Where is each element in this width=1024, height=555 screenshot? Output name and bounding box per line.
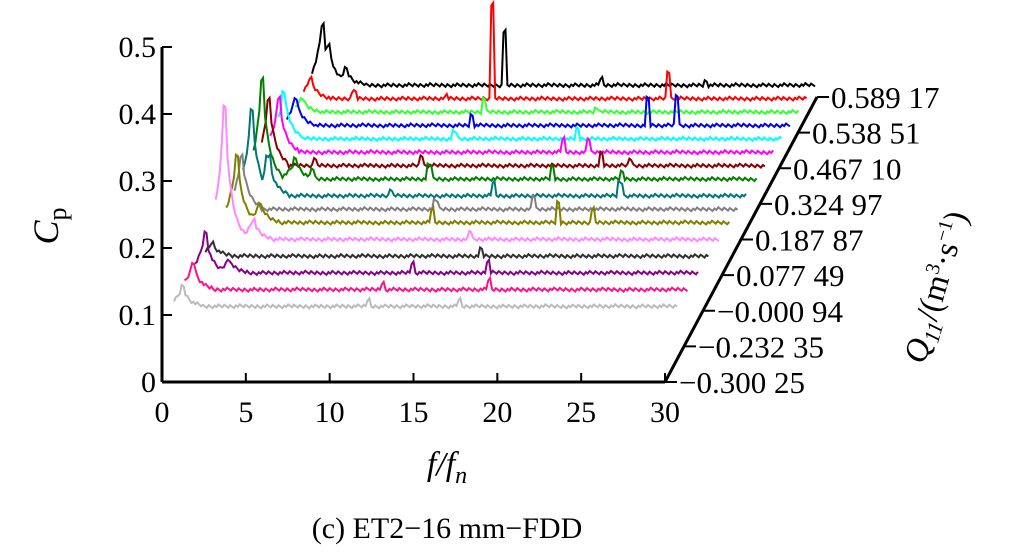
z-axis-label: Q11/(m3·s−1): [897, 207, 979, 368]
z-tick-label: 0.467 10: [793, 151, 902, 186]
z-tick-labels: −0.300 25−0.232 35−0.000 940.077 490.187…: [665, 80, 940, 400]
z-tick-label: 0.324 97: [774, 187, 883, 222]
spectrum-trace: [204, 239, 710, 260]
z-tick-label: 0.538 51: [812, 116, 921, 151]
z-tick-label: 0.187 87: [755, 223, 864, 258]
spectrum-trace: [277, 89, 783, 143]
spectrum-trace: [295, 96, 800, 116]
x-tick-label: 10: [315, 396, 345, 429]
y-ticks: 0 0.1 0.2 0.3 0.4 0.5: [119, 31, 172, 399]
z-tick-label: 0.077 49: [736, 258, 845, 293]
spectrum-trace: [194, 229, 699, 277]
z-tick-label: −0.232 35: [698, 329, 824, 364]
y-tick-label: 0.4: [119, 98, 157, 131]
spectrum-trace: [311, 20, 816, 90]
x-tick-label: 5: [238, 396, 253, 429]
spectrum-trace: [233, 152, 739, 213]
spectrum-trace: [183, 261, 689, 294]
z-tick-label: −0.300 25: [679, 365, 805, 400]
y-tick-label: 0.5: [119, 31, 157, 64]
spectrum-trace: [225, 152, 731, 227]
spectrum-trace: [302, 0, 808, 103]
x-axis-label: f/fn: [427, 446, 467, 489]
x-axis-label-sub: n: [455, 463, 467, 489]
spectrum-trace: [269, 94, 774, 156]
x-tick-label: 15: [399, 396, 429, 429]
y-tick-label: 0.1: [119, 299, 157, 332]
y-tick-label: 0.3: [119, 165, 157, 198]
spectrum-trace: [242, 107, 747, 200]
x-tick-label: 25: [566, 396, 596, 429]
y-axis-label: Cp: [26, 207, 72, 244]
spectrum-trace: [285, 93, 791, 130]
y-tick-label: 0: [141, 366, 156, 399]
z-axis-label-text: Q11/(m3·s−1): [897, 207, 979, 368]
chart-caption: (c) ET2−16 mm−FDD: [312, 512, 582, 545]
spectrum-traces: [173, 0, 816, 310]
y-tick-label: 0.2: [119, 232, 157, 265]
spectrum-trace: [252, 75, 758, 183]
z-tick-label: 0.589 17: [831, 80, 940, 115]
x-tick-label: 0: [155, 396, 170, 429]
spectrum-trace: [173, 283, 678, 310]
y-axis-label-sub: p: [43, 207, 72, 220]
x-tick-label: 30: [650, 396, 680, 429]
z-tick-label: −0.000 94: [717, 294, 843, 329]
spectrum-trace: [260, 95, 766, 170]
x-tick-label: 20: [482, 396, 512, 429]
spectrum-trace: [214, 103, 720, 243]
x-ticks: 0 5 10 15 20 25 30: [155, 373, 680, 429]
